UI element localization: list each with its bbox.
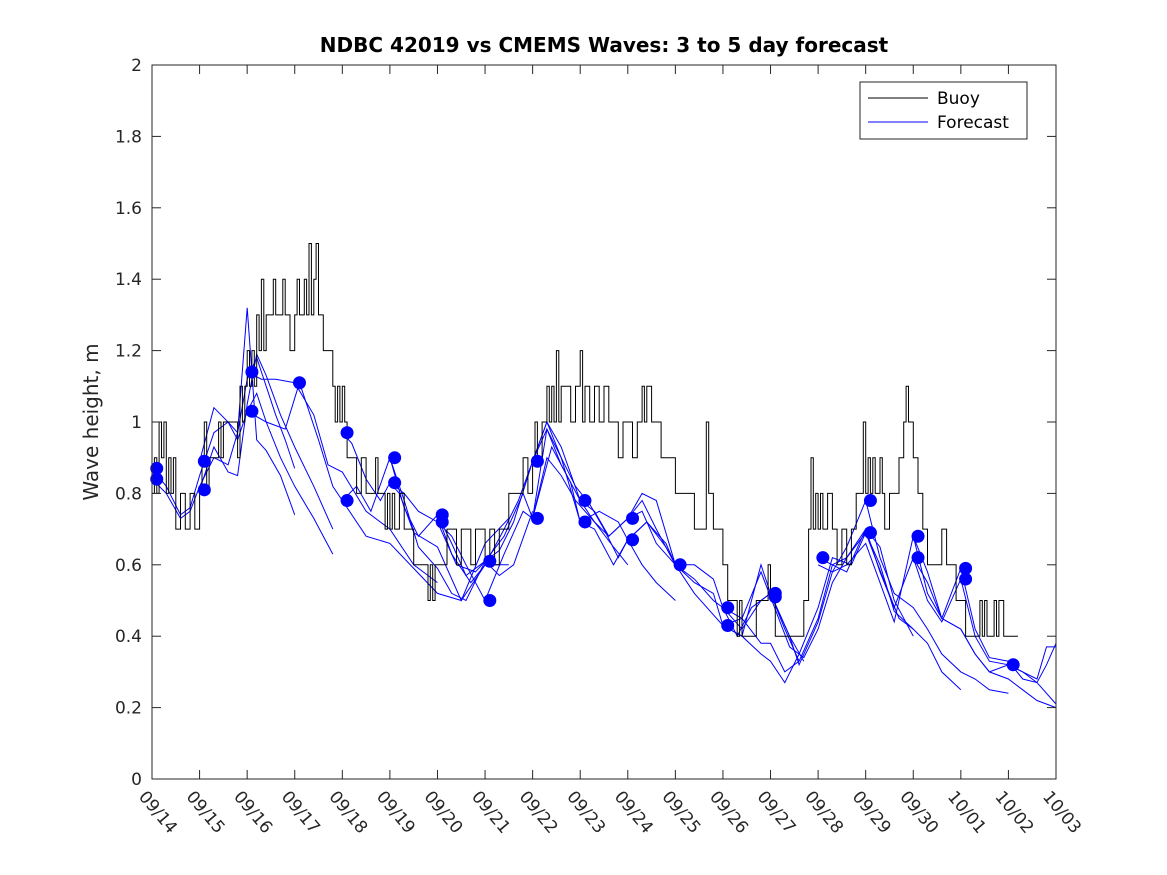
buoy-line-group	[152, 243, 1018, 637]
y-axis-label: Wave height, m	[79, 343, 103, 500]
y-tick-label: 0.8	[115, 484, 142, 504]
legend-box	[859, 81, 1028, 140]
y-tick-label: 2	[131, 56, 142, 76]
plot-frame	[151, 64, 1057, 780]
forecast-marker	[197, 454, 211, 468]
forecast-line	[151, 356, 296, 516]
y-tick-label: 1.6	[115, 199, 142, 219]
forecast-marker	[388, 476, 402, 490]
forecast-marker	[530, 454, 544, 468]
forecast-marker	[578, 515, 592, 529]
forecast-line	[389, 456, 629, 602]
forecast-line	[437, 427, 676, 601]
forecast-marker	[863, 494, 877, 508]
y-tick-label: 1.8	[115, 127, 142, 147]
forecast-line	[341, 456, 534, 602]
legend-buoy-label: Buoy	[937, 89, 980, 109]
forecast-line	[532, 445, 805, 662]
forecast-marker	[626, 511, 640, 525]
forecast-line	[722, 531, 962, 691]
y-tick-label: 1.2	[115, 342, 142, 362]
forecast-marker	[197, 483, 211, 497]
forecast-marker	[340, 426, 354, 440]
forecast-line	[817, 527, 1057, 709]
forecast-line	[246, 381, 509, 602]
y-tick-label: 1	[131, 413, 142, 433]
forecast-line	[912, 536, 1057, 684]
forecast-line	[199, 392, 334, 555]
forecast-marker	[721, 601, 735, 615]
forecast-marker	[959, 572, 973, 586]
y-axis-ticks: 0 0.2 0.4 0.6 0.8 1 1.2 1.4 1.6 1.8 2	[115, 56, 1056, 790]
forecast-marker	[863, 526, 877, 540]
y-tick-label: 0.6	[115, 556, 142, 576]
forecast-line	[246, 371, 438, 584]
forecast-marker	[483, 554, 497, 568]
forecast-marker	[816, 551, 830, 565]
forecast-marker	[911, 529, 925, 543]
forecast-marker	[721, 618, 735, 632]
forecast-marker	[245, 404, 259, 418]
forecast-marker	[483, 594, 497, 607]
forecast-marker	[340, 494, 354, 508]
forecast-marker	[626, 533, 640, 547]
forecast-marker	[578, 494, 592, 508]
forecast-marker	[150, 472, 164, 486]
forecast-marker	[1006, 658, 1020, 672]
y-tick-label: 0.2	[115, 699, 142, 719]
forecast-marker	[959, 561, 973, 575]
forecast-marker	[768, 590, 782, 604]
forecast-marker	[530, 511, 544, 525]
forecast-marker	[245, 365, 259, 379]
forecast-marker	[911, 551, 925, 565]
y-tick-label: 1.4	[115, 270, 142, 290]
forecast-marker	[292, 376, 306, 390]
chart-title: NDBC 42019 vs CMEMS Waves: 3 to 5 day fo…	[320, 33, 889, 57]
y-tick-label: 0	[131, 770, 142, 790]
legend-forecast-label: Forecast	[937, 113, 1009, 133]
forecast-marker	[388, 451, 402, 465]
buoy-line	[152, 243, 1018, 637]
plot-data-group	[150, 243, 1057, 709]
legend: Buoy Forecast	[859, 81, 1028, 140]
forecast-marker	[435, 515, 449, 529]
forecast-marker	[150, 461, 164, 475]
forecast-markers	[150, 365, 1020, 672]
forecast-marker	[673, 558, 687, 572]
forecast-line	[389, 420, 629, 584]
y-tick-label: 0.4	[115, 627, 142, 647]
forecast-line	[912, 557, 1056, 680]
